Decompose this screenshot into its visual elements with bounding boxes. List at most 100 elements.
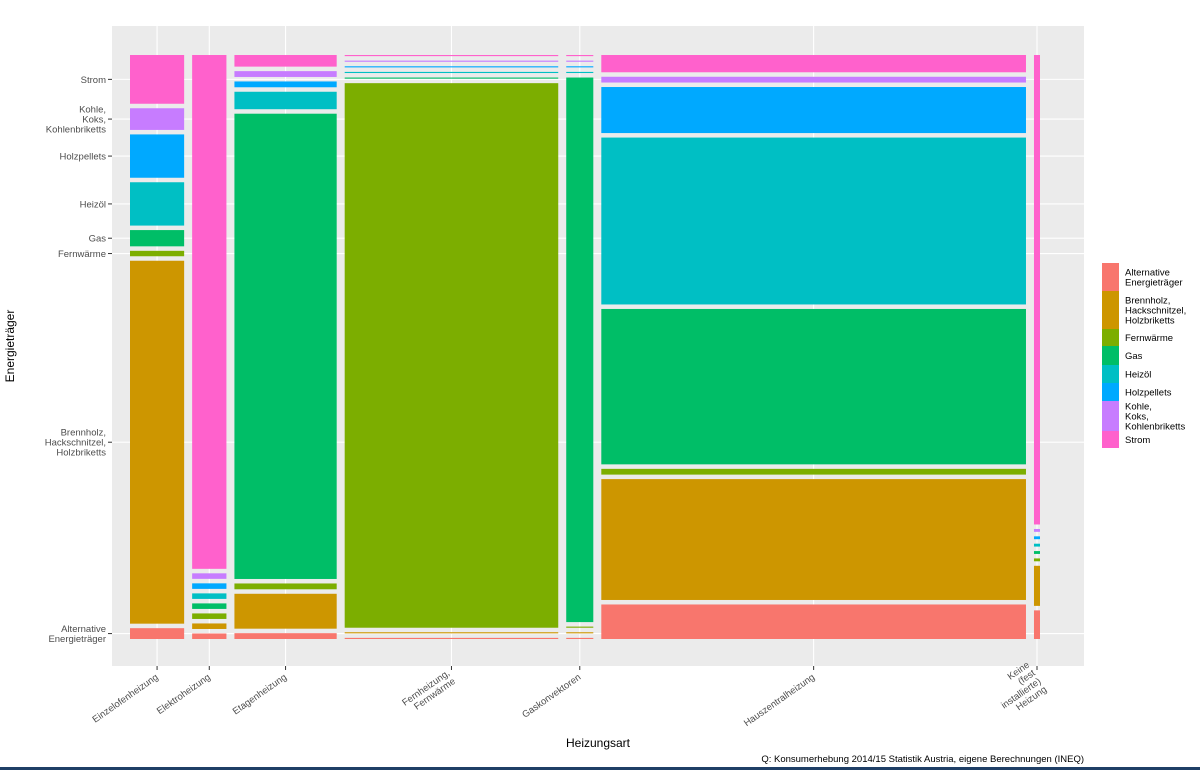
tile-5-oel (601, 137, 1026, 305)
tile-5-strom (601, 55, 1026, 73)
svg-text:Elektroheizung: Elektroheizung (155, 672, 213, 717)
tile-0-pellets (130, 134, 185, 178)
legend-key-gas (1102, 346, 1119, 365)
x-tick-label: Fernheizung,Fernwärme (400, 668, 457, 717)
x-tick-label: Elektroheizung (155, 672, 213, 717)
y-tick-label: Alternative Energieträger (48, 624, 106, 645)
tile-1-oel (192, 593, 227, 599)
y-tick-label: Holzpellets (60, 152, 107, 163)
tile-4-fern (566, 626, 594, 628)
y-tick-label: Gas (89, 234, 107, 245)
tile-0-holz (130, 260, 185, 624)
legend-label-alt: Alternative Energieträger (1125, 268, 1183, 289)
tile-4-oel (566, 71, 594, 74)
tile-4-gas (566, 77, 594, 623)
tile-6-gas (1033, 551, 1040, 554)
legend-key-oel (1102, 365, 1119, 383)
tile-4-kohle (566, 60, 594, 62)
tile-6-alt (1033, 610, 1040, 639)
tile-2-alt (234, 633, 337, 639)
legend: Alternative Energieträger Brennholz, Hacksc… (1102, 263, 1186, 448)
tile-4-holz (566, 632, 594, 634)
tile-5-pellets (601, 87, 1026, 134)
tile-1-alt (192, 633, 227, 640)
legend-label-holz: Brennholz, Hackschnitzel, Holzbriketts (1125, 296, 1186, 327)
legend-label-kohle: Kohle, Koks, Kohlenbriketts (1125, 402, 1185, 433)
svg-text:Hauszentralheizung: Hauszentralheizung (742, 672, 817, 729)
tile-0-fern (130, 250, 185, 257)
svg-text:Einzelofenheizung: Einzelofenheizung (91, 672, 161, 726)
tile-6-strom (1033, 55, 1040, 525)
tile-1-gas (192, 603, 227, 609)
legend-key-fern (1102, 329, 1119, 346)
x-tick-label: Keine(festinstallierte)Heizung (988, 659, 1049, 719)
tile-1-pellets (192, 583, 227, 589)
tile-3-fern (344, 83, 559, 628)
svg-text:Fernheizung,Fernwärme: Fernheizung,Fernwärme (400, 668, 457, 717)
x-tick-label: Etagenheizung (231, 672, 289, 717)
svg-text:Gaskonvektoren: Gaskonvektoren (520, 672, 583, 721)
tile-3-gas (344, 77, 559, 79)
tile-3-holz (344, 632, 559, 634)
svg-text:Etagenheizung: Etagenheizung (231, 672, 289, 717)
legend-key-alt (1102, 263, 1119, 291)
window-bottom-border (0, 767, 1200, 770)
tile-2-holz (234, 593, 337, 629)
tile-4-pellets (566, 66, 594, 68)
tile-6-oel (1033, 543, 1040, 547)
y-tick-label: Heizöl (80, 199, 106, 210)
y-tick-label: Brennholz, Hackschnitzel, Holzbriketts (45, 428, 106, 459)
x-tick-label: Einzelofenheizung (91, 672, 161, 726)
tile-2-strom (234, 55, 337, 67)
tile-0-alt (130, 628, 185, 639)
tile-2-gas (234, 113, 337, 579)
y-tick-label: Kohle, Koks, Kohlenbriketts (46, 105, 106, 136)
svg-text:Keine(festinstallierte)Heizung: Keine(festinstallierte)Heizung (988, 659, 1049, 719)
tile-3-pellets (344, 66, 559, 68)
tile-0-strom (130, 55, 185, 104)
mosaic-tiles (130, 55, 1040, 640)
tile-0-oel (130, 182, 185, 226)
tile-6-pellets (1033, 536, 1040, 540)
tile-0-gas (130, 230, 185, 247)
y-tick-label: Strom (81, 75, 106, 86)
legend-label-oel: Heizöl (1125, 370, 1151, 381)
tile-3-kohle (344, 60, 559, 62)
tile-6-fern (1033, 558, 1040, 562)
tile-5-gas (601, 308, 1026, 465)
tile-3-alt (344, 637, 559, 639)
tile-5-holz (601, 479, 1026, 600)
tile-5-fern (601, 468, 1026, 475)
tile-3-strom (344, 55, 559, 57)
legend-key-pellets (1102, 383, 1119, 401)
x-axis-title: Heizungsart (566, 736, 631, 750)
tile-5-kohle (601, 76, 1026, 83)
tile-4-alt (566, 637, 594, 639)
legend-key-strom (1102, 431, 1119, 448)
tile-2-kohle (234, 71, 337, 77)
tile-3-oel (344, 71, 559, 74)
legend-key-holz (1102, 291, 1119, 329)
legend-key-kohle (1102, 401, 1119, 431)
y-axis-title: Energieträger (3, 310, 17, 383)
tile-1-fern (192, 613, 227, 619)
chart-caption: Q: Konsumerhebung 2014/15 Statistik Aust… (761, 754, 1084, 765)
tile-0-kohle (130, 108, 185, 130)
tile-4-strom (566, 55, 594, 57)
x-tick-label: Gaskonvektoren (520, 672, 583, 721)
tile-2-oel (234, 91, 337, 110)
legend-label-fern: Fernwärme (1125, 333, 1173, 344)
y-tick-label: Fernwärme (58, 249, 106, 260)
tile-2-fern (234, 583, 337, 590)
tile-1-holz (192, 623, 227, 629)
tile-1-strom (192, 55, 227, 569)
tile-6-holz (1033, 565, 1040, 606)
tile-1-kohle (192, 573, 227, 579)
tile-2-pellets (234, 81, 337, 88)
legend-label-pellets: Holzpellets (1125, 388, 1172, 399)
tile-6-kohle (1033, 528, 1040, 532)
legend-label-strom: Strom (1125, 435, 1150, 446)
y-axis: Strom Kohle, Koks, Kohlenbriketts Holzpellet… (45, 75, 112, 645)
